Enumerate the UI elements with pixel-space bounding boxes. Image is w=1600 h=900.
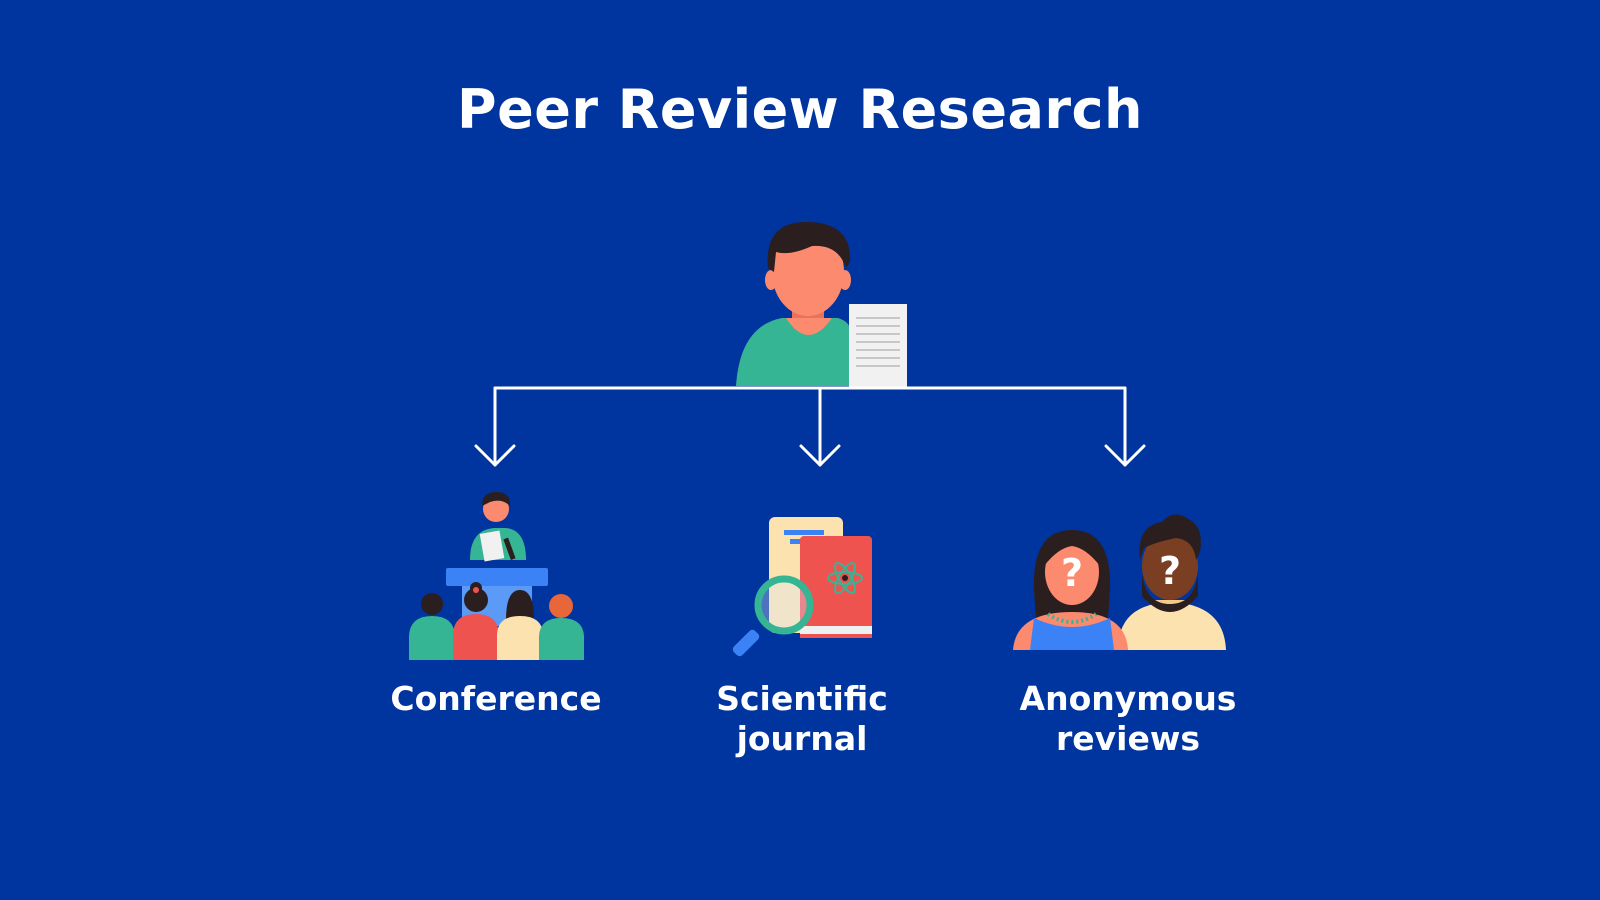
arrowhead-journal	[799, 444, 841, 467]
svg-text:?: ?	[1061, 551, 1083, 595]
connector-lines	[474, 386, 1146, 467]
conference-icon	[409, 492, 584, 660]
researcher-with-paper-icon	[736, 222, 907, 388]
diagram-title: Peer Review Research	[457, 78, 1143, 141]
node-label-conference: Conference	[390, 679, 602, 718]
scientific-journal-icon	[732, 517, 872, 657]
node-label-anonymous-reviews: Anonymous reviews	[1019, 679, 1237, 758]
arrowhead-anonymous	[1104, 444, 1146, 467]
anonymous-reviewers-icon: ? ?	[1013, 514, 1226, 650]
arrowhead-conference	[474, 444, 516, 467]
svg-text:?: ?	[1159, 549, 1181, 593]
node-label-scientific-journal: Scientific journal	[716, 679, 888, 758]
